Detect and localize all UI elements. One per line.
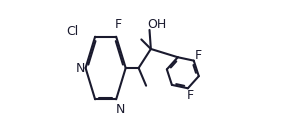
Text: F: F bbox=[187, 89, 194, 102]
Text: OH: OH bbox=[147, 18, 167, 31]
Text: N: N bbox=[116, 103, 125, 116]
Text: F: F bbox=[195, 49, 202, 62]
Text: Cl: Cl bbox=[67, 25, 79, 38]
Text: F: F bbox=[115, 18, 122, 31]
Text: N: N bbox=[75, 61, 85, 75]
